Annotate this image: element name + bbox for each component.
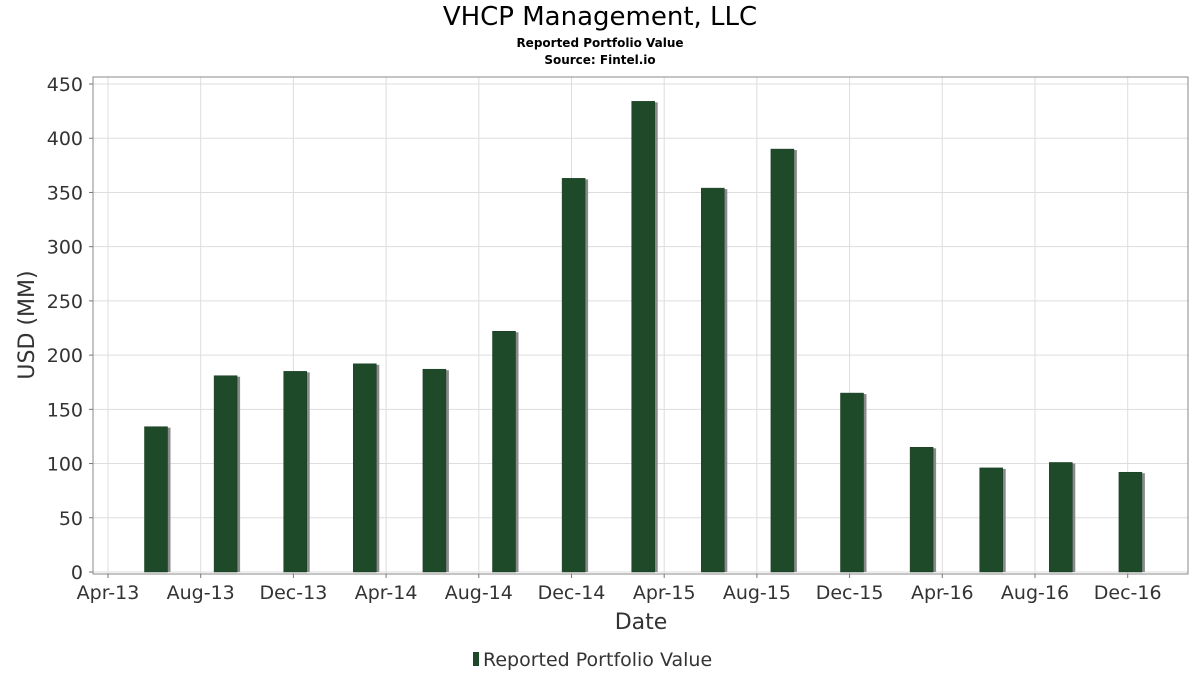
bar [144,426,168,573]
x-axis-title: Date [615,610,668,635]
bar [283,371,307,573]
bar [422,368,447,573]
x-tick-label: Apr-13 [77,582,140,604]
x-tick-label: Dec-14 [538,582,606,604]
bar [770,148,795,573]
legend: Reported Portfolio Value [473,649,712,671]
y-tick-label: 100 [47,454,83,476]
y-tick-label: 450 [47,74,83,96]
bar [631,101,655,573]
x-tick-label: Aug-14 [445,582,513,604]
chart-title: VHCP Management, LLC [442,2,758,32]
x-tick-label: Aug-13 [167,582,235,604]
x-tick-label: Dec-16 [1094,582,1162,604]
legend-swatch [473,652,479,666]
bar [701,187,725,573]
x-axis-ticks: Apr-13 Aug-13 Dec-13 Apr-14 Aug-14 Dec-14 Apr-… [77,574,1162,604]
y-tick-label: 250 [47,291,83,313]
bar [353,363,377,573]
bar [979,467,1003,573]
x-tick-label: Aug-15 [723,582,791,604]
x-tick-label: Apr-15 [633,582,696,604]
x-tick-label: Apr-16 [911,582,974,604]
bars [144,101,1145,573]
bar [840,392,864,573]
y-tick-label: 150 [47,399,83,421]
y-tick-label: 200 [47,345,83,367]
bar [1049,462,1073,573]
x-tick-label: Dec-13 [259,582,327,604]
y-axis-title: USD (MM) [15,270,40,379]
bar [561,178,586,573]
y-tick-label: 0 [71,562,83,584]
bar [1118,471,1143,573]
bar [213,375,238,573]
x-tick-label: Aug-16 [1001,582,1069,604]
chart-source: Source: Fintel.io [544,53,656,67]
legend-label: Reported Portfolio Value [483,649,712,671]
y-tick-label: 50 [59,508,83,530]
y-tick-label: 400 [47,128,83,150]
plot-area [92,76,1189,575]
bar [492,331,516,573]
y-axis-ticks: 0 50 100 150 200 250 300 350 400 450 [47,74,93,584]
bar [909,447,934,573]
x-tick-label: Apr-14 [355,582,418,604]
chart-subtitle: Reported Portfolio Value [516,36,684,50]
y-tick-label: 300 [47,237,83,259]
y-tick-label: 350 [47,182,83,204]
x-tick-label: Dec-15 [816,582,884,604]
